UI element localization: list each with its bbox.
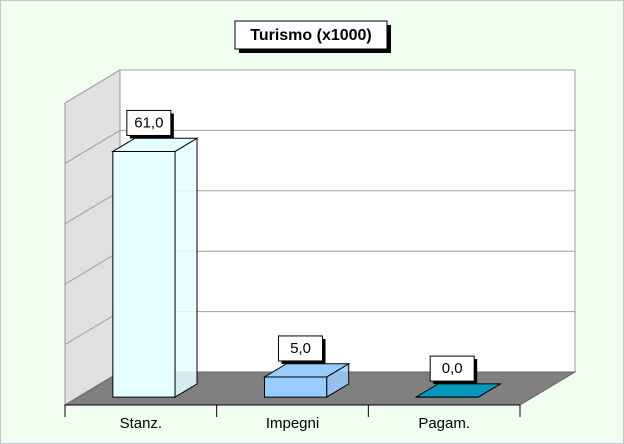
value-label: 0,0 [442,360,463,377]
bar [112,150,176,398]
value-label-box [126,109,172,136]
grid-line [64,69,575,104]
value-label: 61,0 [134,114,163,131]
x-tick-label: Impegni [266,415,319,432]
value-label-box [429,355,475,382]
x-tick-label: Pagam. [418,415,470,432]
bar [264,376,328,398]
value-label-box [278,335,324,362]
bar-side [174,137,198,398]
x-tick-label: Stanz. [120,415,163,432]
grid-line [64,129,575,164]
title-box [234,20,388,50]
plot-area: Stanz. 61,0 Impegni 5,0 Pagam. 0,0 [63,69,577,432]
side-wall [64,69,121,406]
value-label: 5,0 [290,340,311,357]
chart-title: Turismo (x1000) [250,27,372,44]
